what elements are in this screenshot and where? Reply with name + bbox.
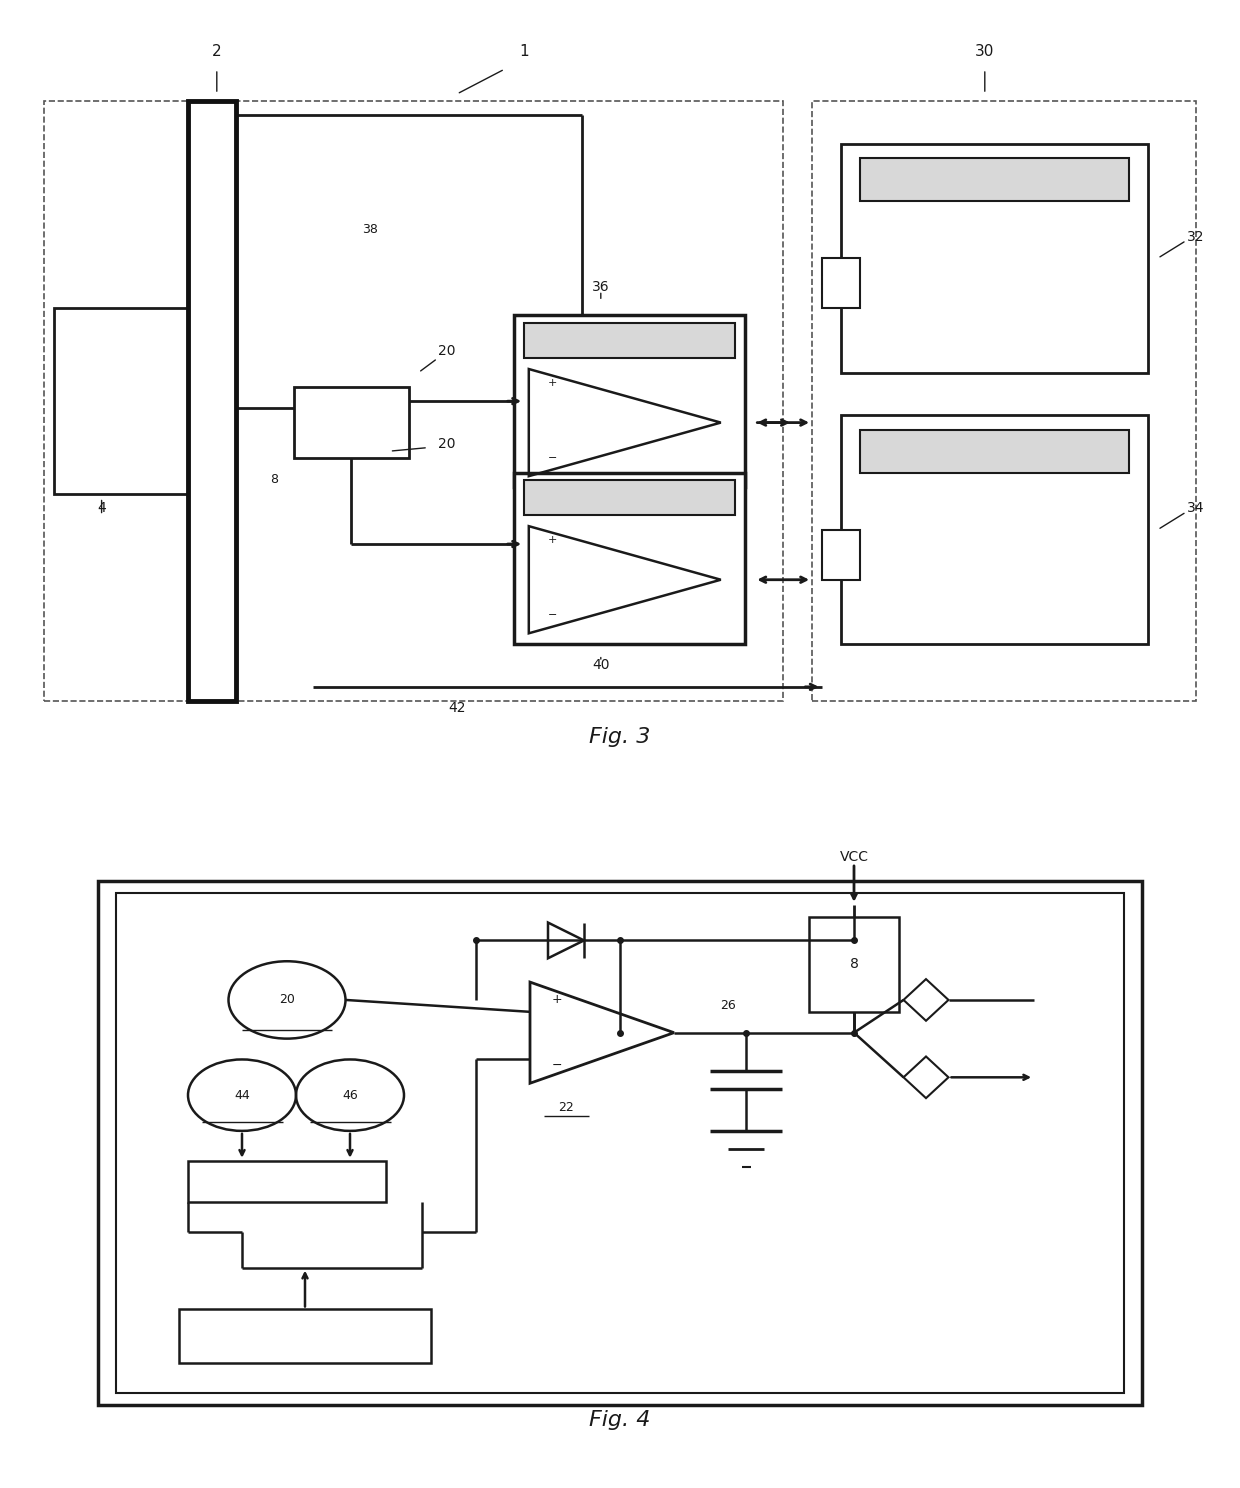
Text: 40: 40: [591, 658, 610, 673]
Text: 32: 32: [1187, 229, 1205, 244]
Bar: [861, 158, 1128, 201]
Bar: [294, 387, 409, 458]
Text: 2: 2: [212, 43, 222, 58]
Bar: [98, 881, 1142, 1405]
Bar: [822, 259, 861, 308]
Text: 20: 20: [439, 437, 456, 451]
Bar: [43, 101, 784, 701]
Text: −: −: [548, 610, 558, 620]
Text: 4: 4: [97, 501, 105, 515]
Text: 26: 26: [720, 1000, 735, 1012]
Bar: [515, 315, 745, 487]
Text: +: +: [548, 536, 558, 546]
Bar: [525, 479, 735, 515]
Text: 8: 8: [849, 957, 858, 972]
Text: Fig. 4: Fig. 4: [589, 1409, 651, 1430]
Text: 44: 44: [234, 1089, 250, 1101]
Bar: [188, 101, 236, 701]
Text: VCC: VCC: [839, 850, 868, 865]
Bar: [808, 917, 899, 1012]
Text: 34: 34: [1187, 501, 1205, 515]
Bar: [841, 144, 1148, 372]
Bar: [822, 530, 861, 580]
Text: −: −: [548, 454, 558, 463]
Text: 1: 1: [520, 43, 528, 58]
Text: +: +: [548, 378, 558, 388]
Text: 22: 22: [558, 1101, 574, 1113]
Bar: [53, 308, 188, 494]
Text: 42: 42: [448, 701, 465, 716]
Text: 30: 30: [975, 43, 994, 58]
Text: +: +: [552, 994, 562, 1006]
Bar: [841, 415, 1148, 644]
Text: 36: 36: [591, 280, 610, 295]
Text: −: −: [552, 1059, 562, 1071]
Text: 38: 38: [362, 223, 378, 237]
Text: 8: 8: [270, 473, 279, 487]
Bar: [812, 101, 1197, 701]
Bar: [525, 323, 735, 359]
Text: 46: 46: [342, 1089, 358, 1101]
Bar: [179, 1309, 432, 1363]
Bar: [188, 1161, 386, 1202]
Text: 20: 20: [279, 994, 295, 1006]
Bar: [861, 430, 1128, 473]
Text: 20: 20: [439, 344, 456, 359]
Bar: [117, 893, 1123, 1393]
Text: Fig. 3: Fig. 3: [589, 726, 651, 747]
Bar: [515, 473, 745, 644]
